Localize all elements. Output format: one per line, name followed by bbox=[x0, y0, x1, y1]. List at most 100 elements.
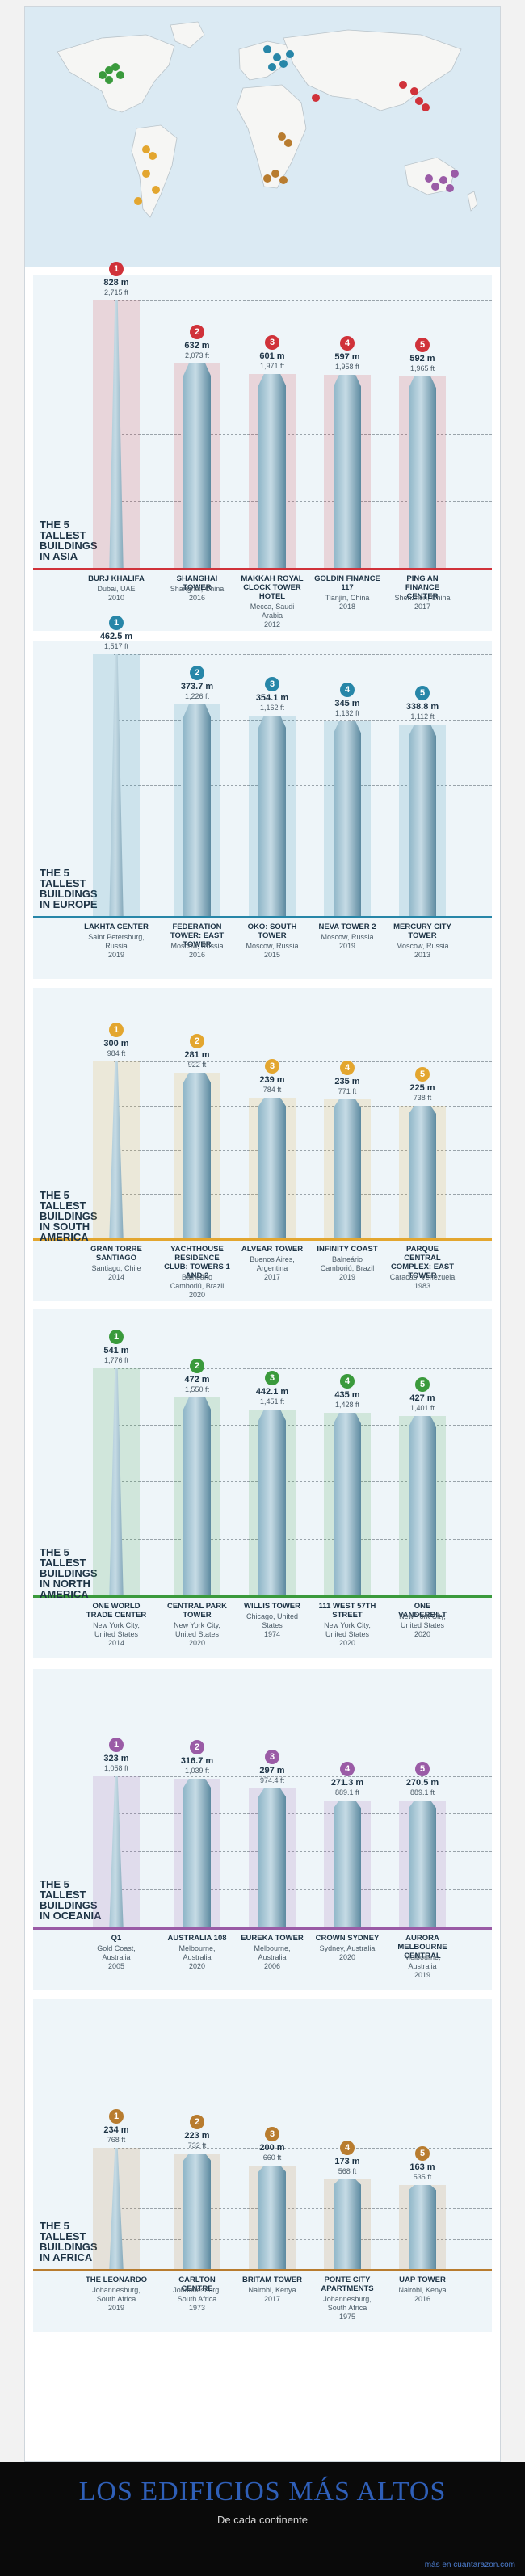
building-name: LAKHTA CENTER bbox=[84, 922, 149, 931]
building-name: BRITAM TOWER bbox=[242, 2276, 303, 2284]
building-city: Gold Coast, Australia bbox=[97, 1944, 136, 1961]
building-column: 5 427 m 1,401 ft ONE VANDERBILT New York Cit… bbox=[389, 1309, 456, 1658]
height-feet: 1,226 ft bbox=[184, 692, 210, 700]
building-name: SHANGHAI TOWER bbox=[176, 574, 218, 592]
site-credit[interactable]: más en cuantarazon.com bbox=[425, 2561, 515, 2570]
building-location: Moscow, Russia 2013 bbox=[389, 942, 456, 960]
height-feet: 1,039 ft bbox=[184, 1767, 210, 1775]
height-feet: 1,132 ft bbox=[334, 709, 360, 717]
height-feet: 1,058 ft bbox=[103, 1764, 129, 1772]
height-meters: 297 m bbox=[259, 1766, 285, 1775]
credit-site-link[interactable]: cuantarazon.com bbox=[453, 2561, 515, 2570]
height-guide-line bbox=[114, 1425, 492, 1426]
section-baseline bbox=[33, 568, 492, 570]
height-guide-line bbox=[114, 1775, 492, 1777]
building-city: New York City, United States bbox=[324, 1621, 371, 1638]
building-location: Melbourne, Australia 2019 bbox=[389, 1953, 456, 1980]
height-meters: 373.7 m bbox=[180, 682, 214, 691]
building-year: 2014 bbox=[107, 1639, 125, 1647]
building-city: Melbourne, Australia bbox=[254, 1944, 291, 1961]
building-illustration bbox=[334, 1099, 361, 1238]
rank-badge: 3 bbox=[265, 1059, 279, 1074]
building-name: YACHTHOUSE RESIDENCE CLUB: TOWERS 1 AND … bbox=[164, 1245, 230, 1280]
building-column: 2 223 m 732 ft CARLTON CENTRE Johannesburg, … bbox=[164, 1999, 230, 2332]
building-column: 3 601 m 1,971 ft MAKKAH ROYAL CLOCK TOWER H… bbox=[239, 275, 305, 631]
height-meters: 300 m bbox=[103, 1039, 129, 1048]
building-column: 4 435 m 1,428 ft 111 WEST 57TH STREET New Yo… bbox=[314, 1309, 380, 1658]
height-meters: 435 m bbox=[334, 1390, 360, 1400]
building-name: INFINITY COAST bbox=[317, 1245, 378, 1254]
rank-badge: 2 bbox=[190, 2115, 204, 2129]
building-city: Johannesburg, South Africa bbox=[173, 2286, 221, 2303]
building-illustration bbox=[334, 2179, 361, 2269]
height-guide-line bbox=[114, 1368, 492, 1369]
building-location: Moscow, Russia 2015 bbox=[239, 942, 305, 960]
building-year: 2020 bbox=[188, 1639, 206, 1647]
building-city: Balneário Camboriú, Brazil bbox=[320, 1255, 375, 1272]
building-column: 2 373.7 m 1,226 ft FEDERATION TOWER: EAST T… bbox=[164, 641, 230, 979]
building-illustration bbox=[183, 1779, 211, 1927]
rank-badge: 3 bbox=[265, 1371, 279, 1385]
building-location: Tianjin, China 2018 bbox=[314, 594, 380, 611]
height-guide-line bbox=[114, 1813, 492, 1815]
building-year: 2016 bbox=[188, 594, 206, 602]
building-illustration bbox=[183, 704, 211, 916]
height-feet: 1,112 ft bbox=[410, 712, 435, 721]
building-name: 111 WEST 57TH STREET bbox=[318, 1602, 376, 1620]
section-title: THE 5 TALLEST BUILDINGS IN ASIA bbox=[40, 519, 98, 562]
building-illustration bbox=[409, 1801, 436, 1927]
height-feet: 768 ft bbox=[107, 2136, 126, 2144]
section-baseline bbox=[33, 1238, 492, 1241]
height-feet: 1,451 ft bbox=[259, 1397, 285, 1406]
building-location: Gold Coast, Australia 2005 bbox=[83, 1944, 149, 1971]
building-name: AUSTRALIA 108 bbox=[167, 1934, 227, 1943]
rank-badge: 1 bbox=[109, 1023, 124, 1037]
building-city: Saint Petersburg, Russia bbox=[88, 933, 145, 950]
rank-badge: 5 bbox=[415, 1377, 430, 1392]
building-location: Balneário Camboriú, Brazil 2019 bbox=[314, 1255, 380, 1282]
building-illustration bbox=[183, 1397, 211, 1595]
height-guide-line bbox=[114, 2238, 492, 2240]
building-illustration bbox=[334, 375, 361, 568]
height-guide-line bbox=[114, 1061, 492, 1062]
height-feet: 738 ft bbox=[413, 1094, 432, 1102]
rank-badge: 5 bbox=[415, 338, 430, 352]
rank-badge: 5 bbox=[415, 686, 430, 700]
height-meters: 271.3 m bbox=[330, 1778, 364, 1788]
building-year: 2020 bbox=[338, 1639, 356, 1647]
building-column: 1 828 m 2,715 ft BURJ KHALIFA Dubai, UAE 2010 bbox=[83, 262, 149, 631]
height-guide-line bbox=[114, 1105, 492, 1107]
building-column: 3 200 m 660 ft BRITAM TOWER Nairobi, Kenya 20… bbox=[239, 1999, 305, 2332]
height-feet: 1,958 ft bbox=[334, 363, 360, 371]
building-column: 2 281 m 922 ft YACHTHOUSE RESIDENCE CLUB: T… bbox=[164, 988, 230, 1301]
height-guide-line bbox=[114, 300, 492, 301]
height-guide-line bbox=[114, 1851, 492, 1853]
building-city: Santiago, Chile bbox=[91, 1264, 141, 1272]
building-name: PING AN FINANCE CENTER bbox=[405, 574, 440, 601]
building-name: BURJ KHALIFA bbox=[88, 574, 145, 583]
height-feet: 2,073 ft bbox=[184, 351, 210, 359]
building-name: AURORA MELBOURNE CENTRAL bbox=[397, 1934, 447, 1960]
building-location: Johannesburg, South Africa 2019 bbox=[83, 2286, 149, 2313]
height-meters: 316.7 m bbox=[180, 1756, 214, 1766]
rank-badge: 4 bbox=[340, 1762, 355, 1776]
height-feet: 771 ft bbox=[338, 1087, 357, 1095]
building-illustration bbox=[258, 716, 286, 916]
rank-badge: 2 bbox=[190, 1740, 204, 1754]
building-city: Moscow, Russia bbox=[246, 942, 299, 950]
building-name: NEVA TOWER 2 bbox=[318, 922, 376, 931]
building-name: Q1 bbox=[111, 1934, 122, 1943]
rank-badge: 4 bbox=[340, 1374, 355, 1389]
height-meters: 223 m bbox=[184, 2131, 210, 2141]
building-year: 2017 bbox=[414, 603, 431, 611]
building-column: 2 316.7 m 1,039 ft AUSTRALIA 108 Melbourne, … bbox=[164, 1669, 230, 1990]
building-column: 5 338.8 m 1,112 ft MERCURY CITY TOWER Moscow… bbox=[389, 641, 456, 979]
building-name: MAKKAH ROYAL CLOCK TOWER HOTEL bbox=[241, 574, 304, 601]
building-location: Chicago, United States 1974 bbox=[239, 1612, 305, 1639]
rank-badge: 1 bbox=[109, 262, 124, 276]
building-year: 2014 bbox=[107, 1273, 125, 1281]
building-city: Moscow, Russia bbox=[321, 933, 374, 941]
building-name: FEDERATION TOWER: EAST TOWER bbox=[170, 922, 225, 949]
height-guide-line bbox=[114, 1149, 492, 1151]
building-name: OKO: SOUTH TOWER bbox=[247, 922, 297, 940]
